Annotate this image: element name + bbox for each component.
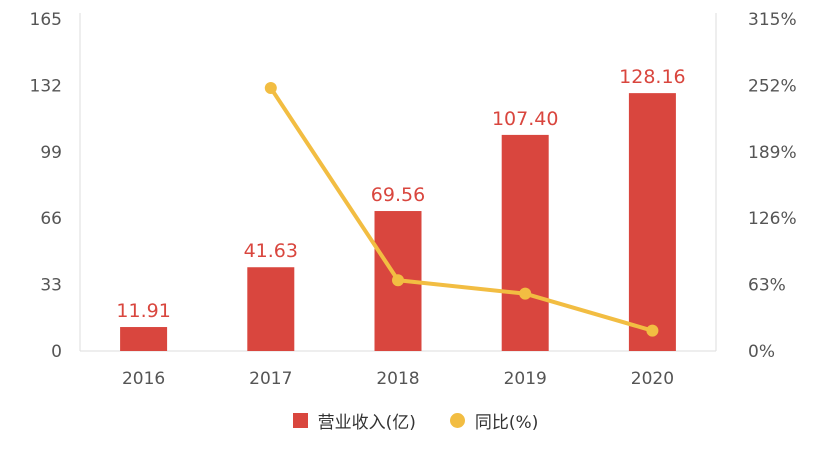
line-point[interactable] xyxy=(392,274,404,287)
x-tick-label: 2020 xyxy=(631,369,674,389)
y-right-tick-label: 315% xyxy=(748,10,797,30)
bar[interactable] xyxy=(501,134,549,351)
line-point[interactable] xyxy=(646,324,659,337)
bar-data-label: 11.91 xyxy=(116,300,170,322)
legend-label-yoy: 同比(%) xyxy=(474,413,539,433)
bar-data-labels: 11.91 41.63 69.56 107.40 128.16 xyxy=(116,66,685,322)
x-tick-label: 2019 xyxy=(504,369,547,389)
y-left-tick-label: 33 xyxy=(40,276,62,296)
y-axis-left-ticks: 0 33 66 99 132 165 xyxy=(30,10,62,362)
x-tick-label: 2018 xyxy=(376,369,419,389)
legend: 营业收入(亿) 同比(%) xyxy=(0,408,831,433)
line-point[interactable] xyxy=(519,287,532,300)
line-series xyxy=(264,82,659,337)
legend-item-revenue[interactable]: 营业收入(亿) xyxy=(292,408,416,433)
bar-data-label: 107.40 xyxy=(492,108,558,130)
legend-label-revenue: 营业收入(亿) xyxy=(317,413,416,433)
x-axis-ticks: 2016 2017 2018 2019 2020 xyxy=(122,369,674,389)
bar[interactable] xyxy=(628,93,676,351)
y-left-tick-label: 0 xyxy=(51,342,62,362)
legend-swatch-bar xyxy=(292,413,308,428)
bar[interactable] xyxy=(120,327,168,351)
legend-item-yoy[interactable]: 同比(%) xyxy=(449,408,539,433)
legend-swatch-dot xyxy=(449,413,465,428)
bar-data-label: 41.63 xyxy=(244,240,298,262)
y-left-tick-label: 99 xyxy=(40,143,62,163)
y-right-tick-label: 126% xyxy=(748,209,797,229)
y-left-tick-label: 66 xyxy=(40,209,62,229)
x-tick-label: 2017 xyxy=(249,369,292,389)
bar[interactable] xyxy=(247,267,295,351)
y-right-tick-label: 189% xyxy=(748,143,797,163)
y-left-tick-label: 132 xyxy=(30,76,62,96)
x-tick-label: 2016 xyxy=(122,369,165,389)
chart: 0 33 66 99 132 165 0% 63% 126% 189% 252% 315% 11.9… xyxy=(30,10,797,389)
line-point[interactable] xyxy=(264,82,277,95)
y-right-tick-label: 63% xyxy=(748,276,786,296)
y-right-tick-label: 0% xyxy=(748,342,775,362)
bar-data-label: 69.56 xyxy=(371,184,425,206)
y-right-tick-label: 252% xyxy=(748,76,797,96)
line-path xyxy=(269,86,653,333)
y-axis-right-ticks: 0% 63% 126% 189% 252% 315% xyxy=(748,10,797,362)
bar-data-label: 128.16 xyxy=(619,66,685,88)
y-left-tick-label: 165 xyxy=(30,10,62,30)
